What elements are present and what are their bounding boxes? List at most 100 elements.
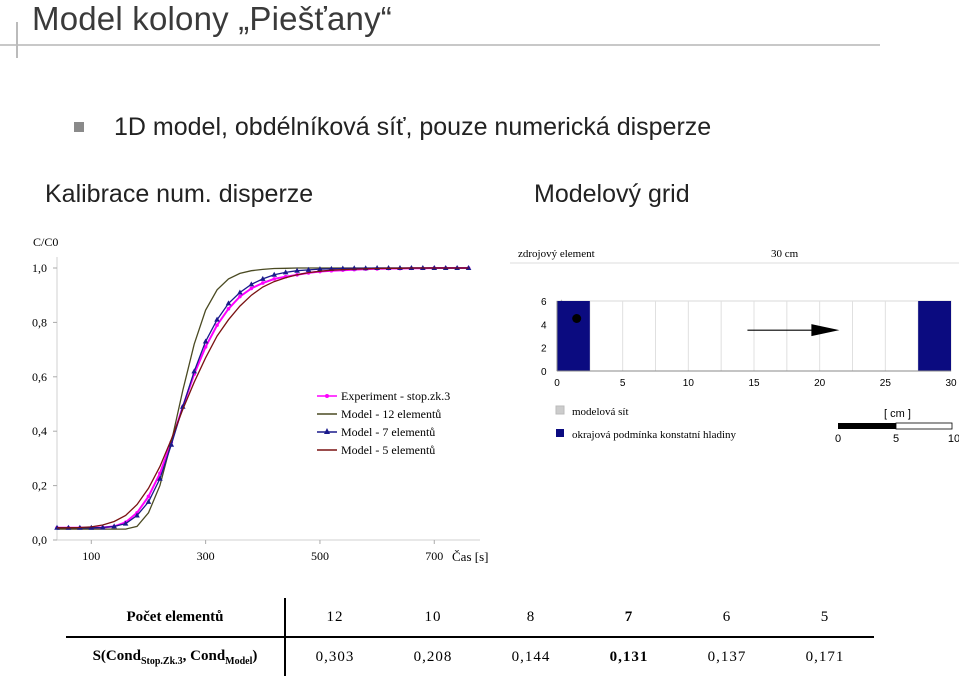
scalebar-tick-label: 10 [948, 433, 959, 445]
data-point [248, 281, 255, 287]
data-point [203, 345, 208, 349]
grid-y-tick-label: 0 [541, 367, 547, 378]
calibration-chart: C/C0 Čas [s] 1,0 0,8 0,6 0,4 0,2 0,0 100 300 50… [32, 235, 488, 564]
data-point [146, 494, 151, 499]
table-cell: 8 [482, 598, 580, 638]
data-point [259, 275, 266, 281]
bullet-text: 1D model, obdélníková síť, pouze numeric… [114, 113, 712, 141]
grid-x-tick-label: 5 [620, 378, 626, 389]
table-cell: 0,171 [805, 648, 845, 665]
data-point [145, 498, 152, 504]
y-tick-label: 0,2 [32, 479, 47, 493]
y-axis-label: C/C0 [33, 235, 58, 249]
scalebar-light [895, 422, 953, 430]
data-point [122, 520, 129, 526]
length-label: 30 cm [771, 248, 799, 260]
table-cell: 0,303 [315, 648, 355, 665]
data-point [271, 271, 278, 277]
y-tick-label: 0,6 [32, 370, 47, 384]
table-cell: 0,208 [413, 648, 453, 665]
data-point [226, 307, 231, 311]
bullet-icon [74, 122, 84, 132]
scalebar-dark [838, 423, 896, 429]
data-point [215, 323, 219, 327]
legend-label: Model - 12 elementů [341, 407, 441, 421]
grid-y-tick-label: 4 [541, 320, 547, 331]
boundary-cell [557, 301, 590, 371]
data-point [294, 267, 300, 273]
x-axis-label: Čas [s] [452, 549, 488, 564]
legend-label: Model - 7 elementů [341, 425, 435, 439]
data-point [238, 294, 242, 299]
data-point [225, 300, 232, 306]
left-heading: Kalibrace num. disperze [45, 180, 314, 208]
cond-label-end: ) [252, 647, 258, 664]
title-rule [0, 44, 880, 46]
table-cell: 0,137 [707, 648, 747, 665]
table-cell-highlight: 7 [580, 598, 678, 638]
data-point [305, 266, 312, 272]
table-cell: 0,144 [511, 648, 551, 665]
y-tick-label: 0,0 [32, 533, 47, 547]
cond-label-sub1: Stop.Zk.3 [140, 655, 183, 667]
grid-x-tick-label: 25 [880, 378, 892, 389]
grid-legend-swatch [555, 405, 565, 415]
y-tick-label: 0,8 [32, 315, 47, 329]
scalebar-tick-label: 5 [893, 433, 899, 445]
cond-label-main: S(Cond [92, 647, 141, 664]
grid-x-tick-label: 10 [683, 378, 695, 389]
y-tick-label: 1,0 [32, 261, 47, 275]
data-point [111, 523, 117, 529]
scalebar-unit: [ cm ] [884, 408, 911, 420]
source-point [572, 314, 582, 323]
right-heading: Modelový grid [534, 180, 690, 208]
grid-legend-label: modelová sít [572, 406, 629, 418]
legend-marker [325, 394, 329, 398]
series-line-4 [57, 267, 469, 529]
data-point [317, 266, 323, 272]
flow-arrow-head-icon [811, 324, 840, 337]
cond-label-sub2: Model [225, 655, 253, 667]
grid-y-tick-label: 2 [541, 344, 547, 355]
data-point [249, 286, 254, 291]
data-point [134, 512, 140, 518]
data-point [282, 269, 289, 275]
data-point [157, 475, 163, 481]
results-table: Počet elementů 12 10 8 7 6 5 S(CondStop.… [66, 598, 874, 676]
data-point [214, 316, 220, 322]
page-title: Model kolony „Piešťany“ [32, 0, 392, 37]
row-label-cond: S(CondStop.Zk.3, CondModel) [66, 637, 286, 676]
table-row: S(CondStop.Zk.3, CondModel) 0,303 0,208 … [66, 637, 874, 676]
legend-label: Model - 5 elementů [341, 443, 435, 457]
legend-label: Experiment - stop.zk.3 [341, 389, 450, 403]
model-grid-chart: zdrojový element 30 cm 0 5 10 15 20 25 306420 … [510, 248, 959, 445]
x-tick-label: 100 [82, 549, 100, 563]
x-tick-label: 500 [311, 549, 329, 563]
legend-marker [324, 428, 330, 434]
title-rule-accent [16, 22, 18, 58]
table-cell: 5 [776, 598, 874, 638]
grid-x-tick-label: 20 [814, 378, 826, 389]
table-cell-highlight: 0,131 [609, 648, 649, 665]
data-point [260, 281, 265, 285]
data-point [168, 441, 175, 447]
data-point [99, 524, 106, 530]
row-label-elements: Počet elementů [66, 598, 286, 638]
data-point [202, 338, 209, 344]
cond-label-mid: , Cond [182, 647, 226, 664]
grid-x-tick-label: 30 [945, 378, 957, 389]
grid-x-tick-label: 15 [748, 378, 760, 389]
source-element-label: zdrojový element [518, 248, 595, 260]
table-cell: 6 [678, 598, 776, 638]
data-point [191, 368, 197, 374]
y-tick-label: 0,4 [32, 424, 47, 438]
table-row: Počet elementů 12 10 8 7 6 5 [66, 598, 874, 638]
table-cell: 12 [285, 598, 384, 638]
grid-y-tick-label: 6 [541, 297, 547, 308]
grid-legend-swatch [556, 429, 564, 437]
scalebar-tick-label: 0 [835, 433, 841, 445]
grid-legend-label: okrajová podmínka konstatní hladiny [572, 429, 737, 441]
table-cell: 10 [384, 598, 482, 638]
data-point [237, 289, 243, 295]
grid-x-tick-label: 0 [554, 378, 560, 389]
